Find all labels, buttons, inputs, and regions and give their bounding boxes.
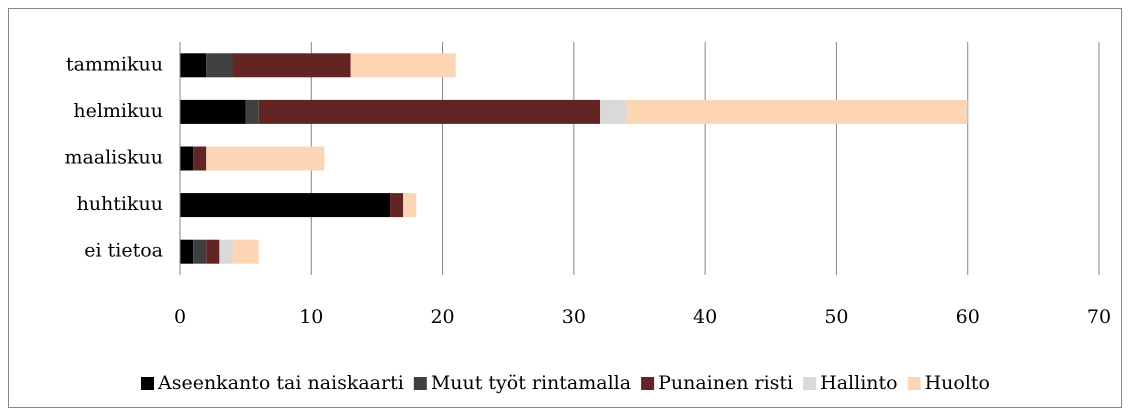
x-tick-label: 60 <box>956 306 980 328</box>
bar-segment <box>180 99 246 124</box>
bar-segment <box>390 193 404 218</box>
x-tick-label: 70 <box>1087 306 1111 328</box>
bar-segment <box>232 239 259 264</box>
chart-border <box>8 8 1122 408</box>
x-tick-label: 0 <box>174 306 186 328</box>
legend-swatch <box>413 377 427 390</box>
y-tick-label: maaliskuu <box>64 147 163 169</box>
x-tick-label: 40 <box>693 306 717 328</box>
bar-segment <box>232 53 351 78</box>
y-tick-label: tammikuu <box>66 53 163 75</box>
legend-label: Hallinto <box>820 372 897 394</box>
bar-segment <box>180 146 194 171</box>
bar-segment <box>350 53 456 78</box>
x-tick-label: 10 <box>299 306 323 328</box>
bar-segment <box>193 146 207 171</box>
legend-swatch <box>803 377 817 390</box>
bar-segment <box>403 193 417 218</box>
x-tick-label: 20 <box>430 306 454 328</box>
bar-segment <box>258 99 601 124</box>
y-tick-label: huhtikuu <box>77 193 163 215</box>
bar-segment <box>180 53 207 78</box>
y-tick-label: ei tietoa <box>84 240 163 262</box>
bar-segment <box>626 99 968 124</box>
bar-segment <box>206 239 220 264</box>
legend-label: Punainen risti <box>658 372 793 394</box>
legend-label: Aseenkanto tai naiskaarti <box>157 372 404 394</box>
bar-segment <box>245 99 259 124</box>
legend-label: Huolto <box>925 372 990 394</box>
x-tick-label: 50 <box>824 306 848 328</box>
bar-segment <box>219 239 233 264</box>
legend-swatch <box>641 377 655 390</box>
bar-segment <box>600 99 627 124</box>
bar-segment <box>180 193 391 218</box>
bar-segment <box>206 146 325 171</box>
x-tick-label: 30 <box>562 306 586 328</box>
legend-label: Muut työt rintamalla <box>431 372 631 394</box>
legend-swatch <box>140 377 154 390</box>
legend-swatch <box>907 377 921 390</box>
bar-segment <box>206 53 233 78</box>
bar-segment <box>193 239 207 264</box>
y-tick-label: helmikuu <box>73 100 163 122</box>
bar-segment <box>180 239 194 264</box>
